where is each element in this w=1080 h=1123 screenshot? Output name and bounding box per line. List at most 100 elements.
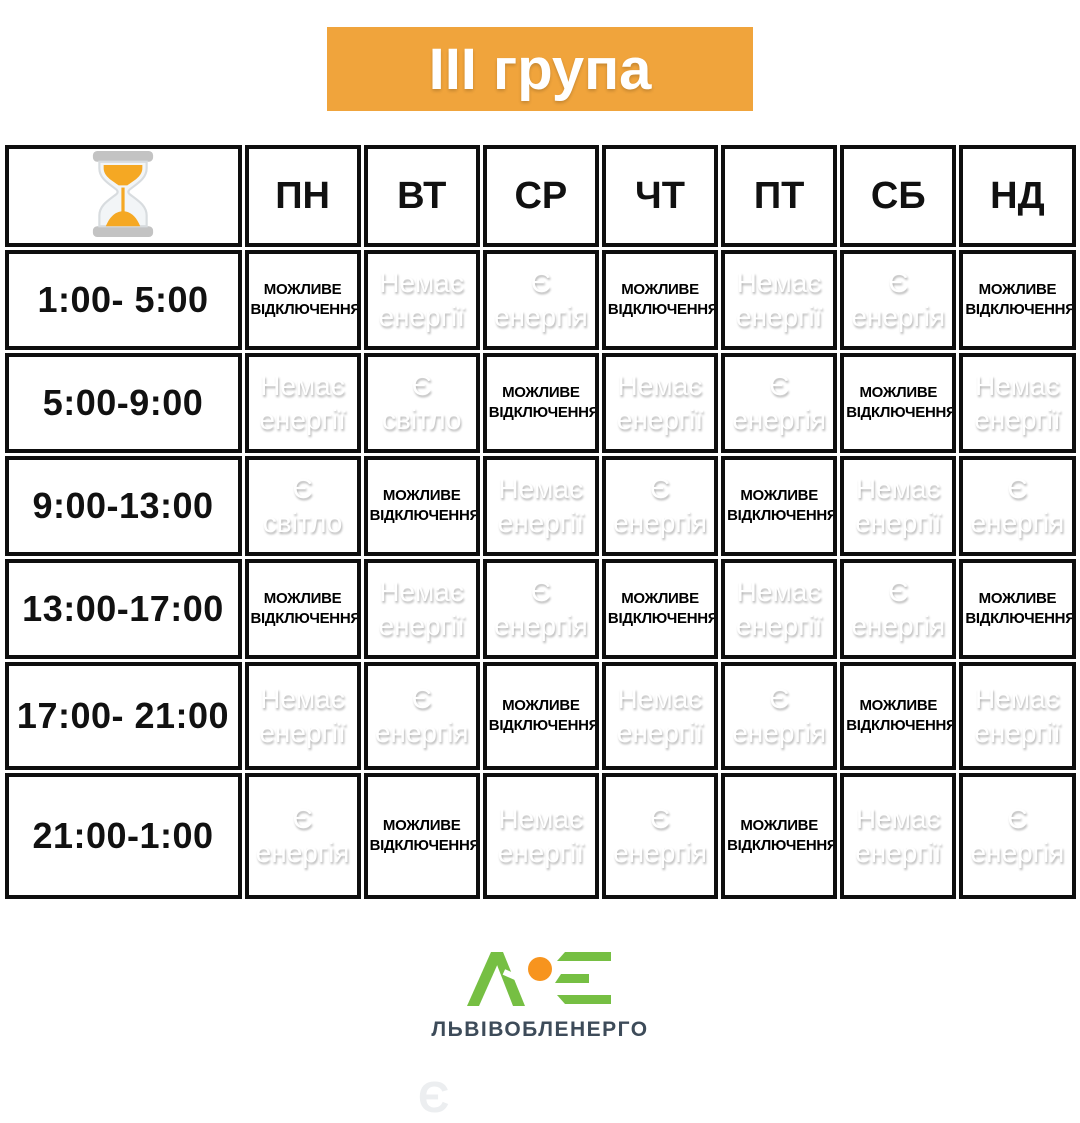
cell-label: Є енергія [851, 266, 946, 332]
group-title: ІІІ група [428, 36, 652, 102]
time-range: 13:00-17:00 [4, 559, 242, 659]
cell-label: МОЖЛИВЕ ВІДКЛЮЧЕННЯ [369, 486, 480, 524]
schedule-cell-possible-outage: МОЖЛИВЕ ВІДКЛЮЧЕННЯ [363, 456, 480, 556]
cell-label: Немає енергії [259, 369, 346, 435]
schedule-cell-no-power: Немає енергії [721, 559, 838, 659]
schedule-cell-possible-outage: МОЖЛИВЕ ВІДКЛЮЧЕННЯ [244, 250, 361, 350]
schedule-cell-possible-outage: МОЖЛИВЕ ВІДКЛЮЧЕННЯ [244, 559, 361, 659]
schedule-cell-no-power: Немає енергії [840, 456, 957, 556]
schedule-cell-no-power: Немає енергії [959, 353, 1076, 453]
schedule-cell-possible-outage: МОЖЛИВЕ ВІДКЛЮЧЕННЯ [721, 456, 838, 556]
schedule-cell-power-on: Є енергія [959, 456, 1076, 556]
schedule-cell-no-power: Немає енергії [721, 250, 838, 350]
schedule-cell-possible-outage: МОЖЛИВЕ ВІДКЛЮЧЕННЯ [840, 353, 957, 453]
schedule-row: 17:00- 21:00 Немає енергії Є енергія МОЖЛИВ… [4, 662, 1076, 770]
schedule-row: 9:00-13:00 Є світло МОЖЛИВЕ ВІДКЛЮЧЕННЯ Нем… [4, 456, 1076, 556]
schedule-cell-power-on: Є енергія [840, 559, 957, 659]
cell-label: МОЖЛИВЕ ВІДКЛЮЧЕННЯ [846, 696, 957, 734]
footer: ЛЬВІВОБЛЕНЕРГО [0, 948, 1080, 1042]
cell-label: Немає енергії [855, 802, 942, 868]
schedule-cell-possible-outage: МОЖЛИВЕ ВІДКЛЮЧЕННЯ [482, 353, 599, 453]
cell-label: Є енергія [374, 682, 469, 748]
schedule-cell-no-power: Немає енергії [959, 662, 1076, 770]
schedule-cell-possible-outage: МОЖЛИВЕ ВІДКЛЮЧЕННЯ [959, 559, 1076, 659]
cell-label: Є енергія [732, 369, 827, 435]
cell-label: Немає енергії [497, 802, 585, 868]
cell-label: МОЖЛИВЕ ВІДКЛЮЧЕННЯ [607, 589, 719, 627]
cell-label: Є світло [381, 369, 462, 435]
cell-label: Є енергія [493, 575, 588, 641]
schedule-cell-possible-outage: МОЖЛИВЕ ВІДКЛЮЧЕННЯ [840, 662, 957, 770]
cell-label: Є енергія [851, 575, 946, 641]
schedule-cell-no-power: Немає енергії [244, 662, 361, 770]
cell-label: Є енергія [732, 682, 827, 748]
cell-label: Немає енергії [378, 266, 465, 332]
schedule-cell-power-on: Є енергія [721, 662, 838, 770]
day-header-СБ: СБ [840, 145, 957, 247]
day-header-ПН: ПН [244, 145, 361, 247]
schedule-cell-power-on: Є енергія [721, 353, 838, 453]
schedule-cell-power-on: Є енергія [482, 250, 599, 350]
cell-label: МОЖЛИВЕ ВІДКЛЮЧЕННЯ [727, 816, 838, 854]
cell-label: Немає енергії [974, 369, 1061, 435]
schedule-cell-power-on: Є енергія [601, 773, 719, 899]
cell-label: МОЖЛИВЕ ВІДКЛЮЧЕННЯ [250, 589, 361, 627]
schedule-cell-no-power: Немає енергії [482, 456, 599, 556]
schedule-cell-no-power: Немає енергії [482, 773, 599, 899]
time-range: 5:00-9:00 [4, 353, 242, 453]
cell-label: Немає енергії [735, 266, 823, 332]
schedule-row: 1:00- 5:00 МОЖЛИВЕ ВІДКЛЮЧЕННЯ Немає енерг… [4, 250, 1076, 350]
day-header-ПТ: ПТ [721, 145, 838, 247]
schedule-row: 13:00-17:00 МОЖЛИВЕ ВІДКЛЮЧЕННЯ Немає енер… [4, 559, 1076, 659]
cell-label: МОЖЛИВЕ ВІДКЛЮЧЕННЯ [965, 589, 1076, 627]
time-column-header [4, 145, 242, 247]
schedule-cell-possible-outage: МОЖЛИВЕ ВІДКЛЮЧЕННЯ [601, 559, 719, 659]
cell-label: МОЖЛИВЕ ВІДКЛЮЧЕННЯ [250, 280, 361, 318]
cell-label: МОЖЛИВЕ ВІДКЛЮЧЕННЯ [488, 383, 599, 421]
schedule-cell-power-on: Є енергія [363, 662, 480, 770]
cell-label: Немає енергії [616, 682, 704, 748]
cell-label: МОЖЛИВЕ ВІДКЛЮЧЕННЯ [369, 816, 480, 854]
schedule-cell-possible-outage: МОЖЛИВЕ ВІДКЛЮЧЕННЯ [482, 662, 599, 770]
schedule-cell-power-on: Є енергія [482, 559, 599, 659]
cell-label: Є енергія [493, 266, 588, 332]
schedule-cell-no-power: Немає енергії [363, 559, 480, 659]
day-header-НД: НД [959, 145, 1076, 247]
schedule-cell-power-on: Є світло [244, 456, 361, 556]
hourglass-icon [92, 150, 154, 237]
schedule-cell-power-on: Є енергія [959, 773, 1076, 899]
outage-schedule-table: ПН ВТ СР ЧТ ПТ СБ НД 1:00- 5:00 МОЖЛИВЕ ВІДКЛЮЧ… [2, 142, 1079, 902]
cell-label: Немає енергії [974, 682, 1061, 748]
cell-label: Є енергія [255, 802, 350, 868]
cell-label: Є світло [262, 472, 343, 538]
time-range: 21:00-1:00 [4, 773, 242, 899]
days-header-row: ПН ВТ СР ЧТ ПТ СБ НД [4, 145, 1076, 247]
watermark-letter: Є [418, 1073, 450, 1122]
schedule-cell-power-on: Є світло [363, 353, 480, 453]
company-name: ЛЬВІВОБЛЕНЕРГО [431, 1018, 649, 1041]
schedule-cell-no-power: Немає енергії [601, 662, 719, 770]
schedule-cell-no-power: Немає енергії [840, 773, 957, 899]
schedule-cell-no-power: Немає енергії [601, 353, 719, 453]
time-range: 1:00- 5:00 [4, 250, 242, 350]
day-header-ВТ: ВТ [363, 145, 480, 247]
schedule-cell-power-on: Є енергія [840, 250, 957, 350]
schedule-row: 5:00-9:00 Немає енергії Є світло МОЖЛИВЕ ВІ… [4, 353, 1076, 453]
schedule-cell-power-on: Є енергія [601, 456, 719, 556]
schedule-cell-possible-outage: МОЖЛИВЕ ВІДКЛЮЧЕННЯ [601, 250, 719, 350]
cell-label: Є енергія [970, 472, 1065, 538]
cell-label: МОЖЛИВЕ ВІДКЛЮЧЕННЯ [965, 280, 1076, 318]
schedule-row: 21:00-1:00 Є енергія МОЖЛИВЕ ВІДКЛЮЧЕННЯ Не… [4, 773, 1076, 899]
schedule-cell-power-on: Є енергія [244, 773, 361, 899]
cell-label: МОЖЛИВЕ ВІДКЛЮЧЕННЯ [607, 280, 719, 318]
schedule-cell-no-power: Немає енергії [244, 353, 361, 453]
cell-label: Є енергія [613, 802, 707, 868]
cell-label: Є енергія [613, 472, 707, 538]
lvivoblenergo-logo-icon [467, 952, 611, 1006]
cell-label: Немає енергії [616, 369, 704, 435]
schedule-cell-possible-outage: МОЖЛИВЕ ВІДКЛЮЧЕННЯ [959, 250, 1076, 350]
day-header-ЧТ: ЧТ [601, 145, 719, 247]
schedule-cell-possible-outage: МОЖЛИВЕ ВІДКЛЮЧЕННЯ [721, 773, 838, 899]
group-banner: ІІІ група [327, 27, 753, 111]
cell-label: Є енергія [970, 802, 1065, 868]
